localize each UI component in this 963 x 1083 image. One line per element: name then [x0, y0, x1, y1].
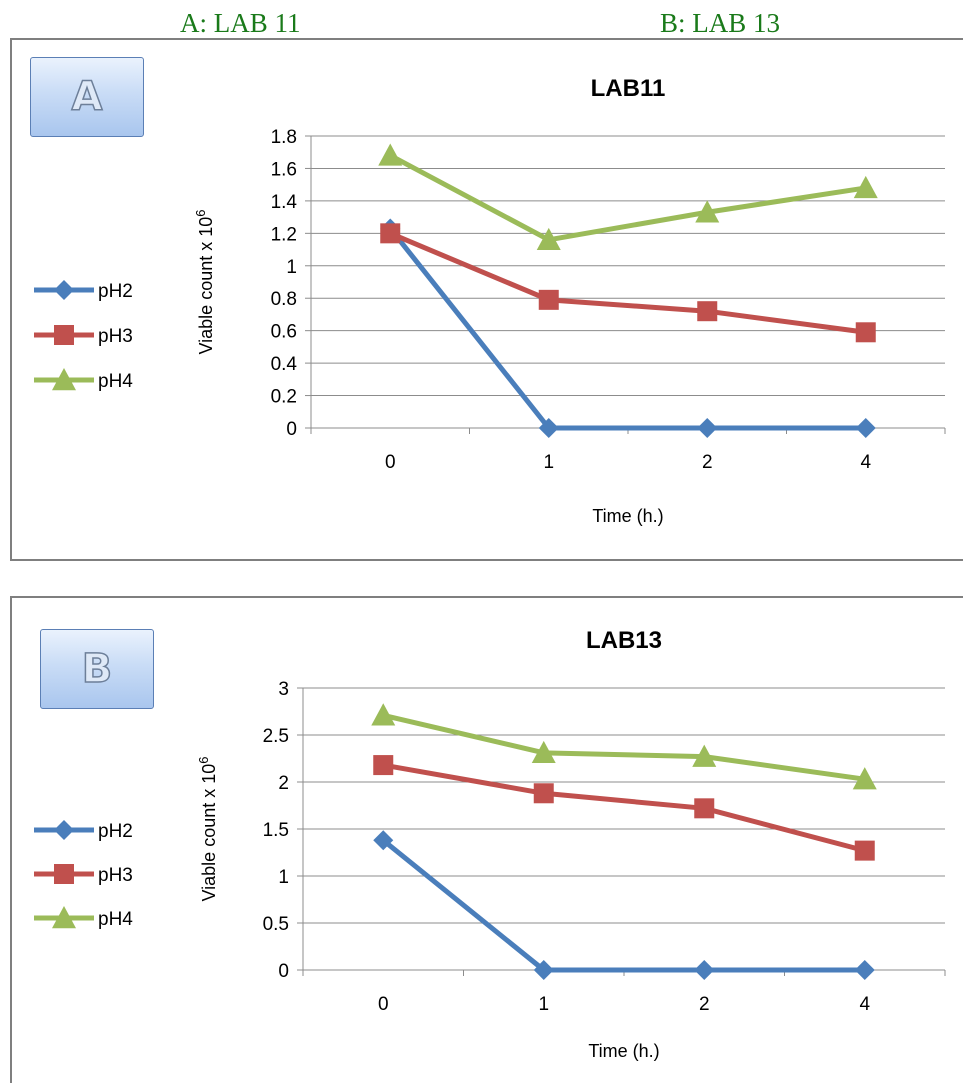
y-tick-label: 0.2: [271, 387, 297, 408]
data-point-ph2: [855, 418, 876, 438]
y-tick-label: 0.6: [271, 322, 297, 343]
legend-marker: [54, 325, 74, 345]
chart-lab11: LAB11 0 0.2 0.4 0.6 0.8 1 1.2 1.4 1.6 1.8 0 1 2 4 Time …: [34, 75, 946, 526]
series-line-ph3: [389, 231, 867, 335]
legend-item-ph2: pH2: [34, 280, 133, 302]
chart-title: LAB13: [586, 627, 662, 654]
data-point-ph4: [531, 740, 556, 764]
data-point-ph3: [538, 289, 559, 310]
series-line-ph3: [382, 762, 866, 854]
series-ph2: [380, 218, 876, 438]
y-tick-label: 2.5: [263, 726, 289, 747]
chart-lab13: LAB13 0 0.5 1 1.5 2 2.5 3 0 1 2 4 Time (h.) Viable co…: [34, 627, 946, 1061]
legend-marker: [52, 368, 76, 391]
data-point-ph4: [695, 200, 720, 223]
y-axis-label: Viable count x 106: [193, 209, 216, 354]
series-ph3: [380, 223, 876, 343]
y-tick-label: 0.8: [271, 289, 297, 310]
y-tick-label: 1.2: [271, 224, 297, 245]
data-point-ph2: [373, 830, 394, 851]
series-ph4: [371, 703, 877, 790]
legend-item-ph3: pH3: [34, 325, 133, 347]
legend-label: pH4: [98, 909, 133, 930]
caption-lab13: B: LAB 13: [660, 8, 781, 38]
y-tick-label: 1: [278, 867, 289, 888]
data-point-ph3: [697, 301, 718, 322]
legend-marker: [54, 280, 74, 300]
legend-item-ph2: pH2: [34, 820, 133, 842]
y-tick-label: 1: [286, 257, 297, 278]
legend-label: pH2: [98, 821, 133, 842]
legend-label: pH3: [98, 326, 133, 347]
x-tick-label: 1: [538, 994, 549, 1015]
panel-badge-b: B: [40, 629, 154, 709]
y-tick-label: 1.6: [271, 159, 297, 180]
y-tick-label: 1.5: [263, 820, 289, 841]
legend-label: pH3: [98, 865, 133, 886]
y-axis-label: Viable count x 106: [196, 756, 219, 901]
series-ph4: [378, 143, 878, 251]
data-point-ph4: [852, 767, 877, 790]
series-line-ph4: [389, 153, 867, 243]
series-ph2: [373, 830, 875, 980]
series-line-ph4: [382, 712, 866, 782]
series-ph3: [373, 755, 875, 861]
data-point-ph4: [536, 227, 561, 251]
panel-badge-a: A: [30, 57, 144, 137]
legend-marker: [54, 820, 74, 840]
data-point-ph3: [854, 840, 875, 861]
data-point-ph3: [380, 223, 401, 244]
data-point-ph3: [533, 783, 554, 804]
y-tick-label: 1.4: [271, 192, 298, 213]
legend-marker: [52, 906, 76, 929]
legend-item-ph4: pH4: [34, 906, 133, 930]
chart-panel-b: B LAB13 0 0.5 1 1.5 2 2.5 3 0 1 2 4 Time (h.) Viable …: [10, 596, 963, 1083]
x-tick-label: 4: [860, 452, 871, 473]
legend-marker: [54, 864, 74, 884]
x-axis-label: Time (h.): [592, 506, 663, 526]
x-tick-label: 1: [543, 452, 554, 473]
y-tick-label: 0: [286, 419, 297, 440]
legend-item-ph3: pH3: [34, 864, 133, 886]
data-point-ph2: [533, 960, 554, 980]
data-point-ph4: [692, 744, 717, 767]
data-point-ph2: [694, 960, 715, 980]
data-point-ph2: [697, 418, 718, 438]
data-point-ph3: [855, 322, 876, 343]
caption-lab11: A: LAB 11: [180, 8, 301, 38]
legend-item-ph4: pH4: [34, 368, 133, 392]
chart-panel-a: A LAB11 0 0.2 0.4 0.6 0.8 1 1.2 1.4 1.6 1.8 0 1 2 4 Tim…: [10, 38, 963, 561]
y-tick-label: 0: [278, 961, 289, 982]
legend-label: pH4: [98, 371, 133, 392]
y-tick-label: 1.8: [271, 127, 297, 148]
series-line-ph2: [381, 838, 865, 973]
y-tick-label: 0.4: [271, 354, 298, 375]
y-tick-label: 2: [278, 773, 289, 794]
data-point-ph3: [694, 798, 715, 819]
data-point-ph2: [538, 418, 559, 438]
data-point-ph4: [378, 143, 403, 166]
series-line-ph2: [388, 226, 866, 431]
x-tick-label: 2: [702, 452, 713, 473]
y-tick-label: 0.5: [263, 914, 289, 935]
data-point-ph3: [373, 755, 394, 776]
x-axis-label: Time (h.): [588, 1041, 659, 1061]
data-point-ph2: [854, 960, 875, 980]
x-tick-label: 2: [699, 994, 710, 1015]
x-tick-label: 0: [385, 452, 396, 473]
data-point-ph4: [371, 703, 396, 726]
x-tick-label: 0: [378, 994, 389, 1015]
y-tick-label: 3: [278, 679, 289, 700]
chart-title: LAB11: [591, 75, 666, 102]
x-tick-label: 4: [859, 994, 870, 1015]
data-point-ph4: [853, 175, 878, 199]
legend-label: pH2: [98, 281, 133, 302]
